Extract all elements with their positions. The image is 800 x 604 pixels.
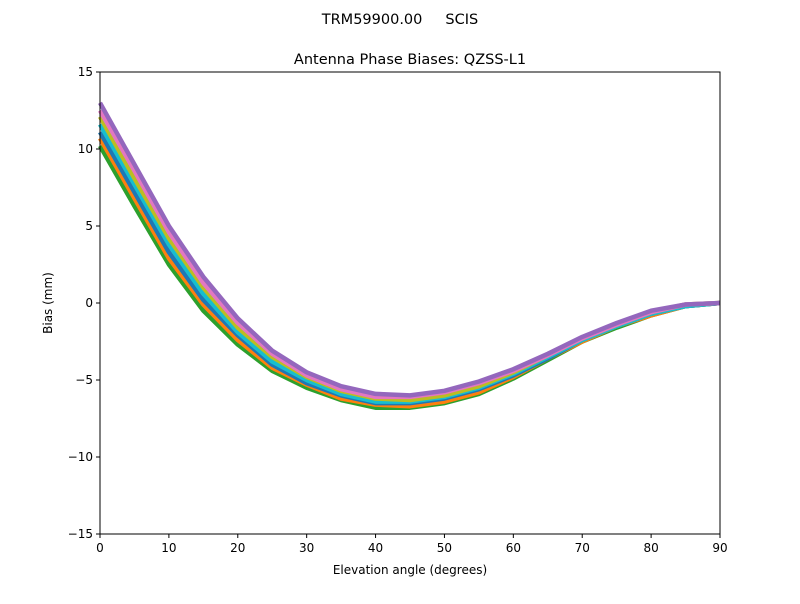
x-tick-label: 0: [96, 541, 104, 555]
x-tick-label: 90: [712, 541, 727, 555]
x-tick-label: 70: [575, 541, 590, 555]
x-ticks: 0 10 20 30 40 50 60 70 80 90: [96, 534, 728, 555]
x-tick-label: 50: [437, 541, 452, 555]
y-axis-label: Bias (mm): [41, 272, 55, 334]
y-tick-label: −10: [68, 450, 93, 464]
x-tick-label: 40: [368, 541, 383, 555]
x-tick-label: 10: [161, 541, 176, 555]
y-tick-label: 0: [85, 296, 93, 310]
x-tick-label: 80: [643, 541, 658, 555]
y-tick-label: 15: [78, 65, 93, 79]
y-ticks: −15 −10 −5 0 5 10 15: [68, 65, 100, 541]
plot-frame: [99, 71, 721, 535]
chart-suptitle: TRM59900.00 SCIS: [321, 12, 478, 28]
x-tick-label: 60: [506, 541, 521, 555]
chart-title: Antenna Phase Biases: QZSS-L1: [294, 52, 526, 68]
series-line-5: [98, 109, 721, 400]
x-tick-label: 30: [299, 541, 314, 555]
x-axis-label: Elevation angle (degrees): [333, 563, 487, 577]
y-tick-label: −15: [68, 527, 93, 541]
x-tick-label: 20: [230, 541, 245, 555]
series-line-6: [98, 101, 721, 398]
y-tick-label: 5: [85, 219, 93, 233]
series-lines: [98, 101, 721, 410]
y-tick-label: −5: [75, 373, 93, 387]
y-tick-label: 10: [78, 142, 93, 156]
